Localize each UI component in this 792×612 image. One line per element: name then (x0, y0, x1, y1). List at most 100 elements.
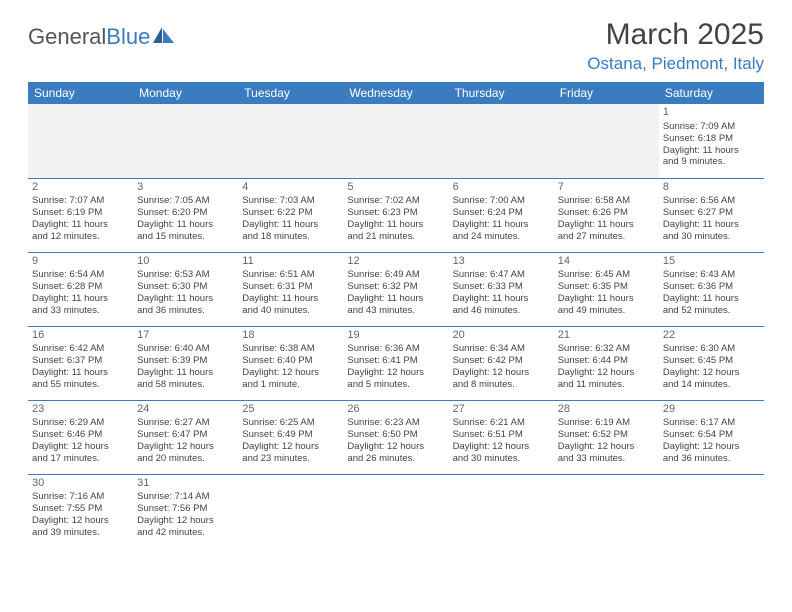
daylight-text: Daylight: 11 hours (663, 145, 760, 157)
daylight-text: and 30 minutes. (453, 453, 550, 465)
daylight-text: and 21 minutes. (347, 231, 444, 243)
daylight-text: Daylight: 12 hours (453, 367, 550, 379)
calendar-cell: 18Sunrise: 6:38 AMSunset: 6:40 PMDayligh… (238, 326, 343, 400)
sunrise-text: Sunrise: 6:51 AM (242, 269, 339, 281)
sunrise-text: Sunrise: 7:14 AM (137, 491, 234, 503)
day-number: 15 (663, 255, 760, 269)
sunset-text: Sunset: 7:56 PM (137, 503, 234, 515)
daylight-text: Daylight: 11 hours (663, 219, 760, 231)
calendar-row: 2Sunrise: 7:07 AMSunset: 6:19 PMDaylight… (28, 178, 764, 252)
day-number: 5 (347, 181, 444, 195)
calendar-cell: 3Sunrise: 7:05 AMSunset: 6:20 PMDaylight… (133, 178, 238, 252)
sunset-text: Sunset: 6:26 PM (558, 207, 655, 219)
daylight-text: and 33 minutes. (558, 453, 655, 465)
calendar-cell: 9Sunrise: 6:54 AMSunset: 6:28 PMDaylight… (28, 252, 133, 326)
daylight-text: and 42 minutes. (137, 527, 234, 539)
day-number: 29 (663, 403, 760, 417)
daylight-text: and 36 minutes. (663, 453, 760, 465)
sunrise-text: Sunrise: 6:17 AM (663, 417, 760, 429)
weekday-header: Monday (133, 82, 238, 104)
daylight-text: Daylight: 12 hours (137, 515, 234, 527)
day-content: 30Sunrise: 7:16 AMSunset: 7:55 PMDayligh… (32, 477, 129, 539)
calendar-cell: 30Sunrise: 7:16 AMSunset: 7:55 PMDayligh… (28, 474, 133, 548)
calendar-cell: 12Sunrise: 6:49 AMSunset: 6:32 PMDayligh… (343, 252, 448, 326)
calendar-cell (449, 474, 554, 548)
sunset-text: Sunset: 6:42 PM (453, 355, 550, 367)
sunset-text: Sunset: 6:18 PM (663, 133, 760, 145)
day-number: 14 (558, 255, 655, 269)
sunrise-text: Sunrise: 7:09 AM (663, 121, 760, 133)
day-content: 25Sunrise: 6:25 AMSunset: 6:49 PMDayligh… (242, 403, 339, 465)
daylight-text: and 9 minutes. (663, 156, 760, 168)
day-content: 22Sunrise: 6:30 AMSunset: 6:45 PMDayligh… (663, 329, 760, 391)
daylight-text: and 24 minutes. (453, 231, 550, 243)
sunrise-text: Sunrise: 6:36 AM (347, 343, 444, 355)
daylight-text: Daylight: 12 hours (453, 441, 550, 453)
sunrise-text: Sunrise: 7:00 AM (453, 195, 550, 207)
sunrise-text: Sunrise: 6:32 AM (558, 343, 655, 355)
title-block: March 2025 Ostana, Piedmont, Italy (587, 18, 764, 74)
sunrise-text: Sunrise: 7:05 AM (137, 195, 234, 207)
daylight-text: Daylight: 12 hours (663, 441, 760, 453)
day-number: 2 (32, 181, 129, 195)
calendar-cell: 10Sunrise: 6:53 AMSunset: 6:30 PMDayligh… (133, 252, 238, 326)
day-content: 14Sunrise: 6:45 AMSunset: 6:35 PMDayligh… (558, 255, 655, 317)
daylight-text: and 49 minutes. (558, 305, 655, 317)
sunset-text: Sunset: 6:28 PM (32, 281, 129, 293)
sunrise-text: Sunrise: 6:29 AM (32, 417, 129, 429)
day-number: 7 (558, 181, 655, 195)
daylight-text: Daylight: 11 hours (137, 367, 234, 379)
daylight-text: Daylight: 12 hours (558, 367, 655, 379)
daylight-text: Daylight: 11 hours (347, 293, 444, 305)
calendar-cell: 24Sunrise: 6:27 AMSunset: 6:47 PMDayligh… (133, 400, 238, 474)
calendar-cell: 5Sunrise: 7:02 AMSunset: 6:23 PMDaylight… (343, 178, 448, 252)
sunrise-text: Sunrise: 6:53 AM (137, 269, 234, 281)
day-number: 22 (663, 329, 760, 343)
calendar-cell: 8Sunrise: 6:56 AMSunset: 6:27 PMDaylight… (659, 178, 764, 252)
sunset-text: Sunset: 6:54 PM (663, 429, 760, 441)
day-number: 8 (663, 181, 760, 195)
sunset-text: Sunset: 6:35 PM (558, 281, 655, 293)
day-number: 6 (453, 181, 550, 195)
calendar-cell (554, 474, 659, 548)
day-number: 4 (242, 181, 339, 195)
sunset-text: Sunset: 6:50 PM (347, 429, 444, 441)
sunset-text: Sunset: 6:19 PM (32, 207, 129, 219)
calendar-cell: 31Sunrise: 7:14 AMSunset: 7:56 PMDayligh… (133, 474, 238, 548)
daylight-text: and 26 minutes. (347, 453, 444, 465)
day-number: 12 (347, 255, 444, 269)
calendar-cell: 27Sunrise: 6:21 AMSunset: 6:51 PMDayligh… (449, 400, 554, 474)
calendar-row: 1Sunrise: 7:09 AMSunset: 6:18 PMDaylight… (28, 104, 764, 178)
daylight-text: and 1 minute. (242, 379, 339, 391)
daylight-text: Daylight: 12 hours (347, 441, 444, 453)
sunset-text: Sunset: 6:51 PM (453, 429, 550, 441)
sunrise-text: Sunrise: 6:58 AM (558, 195, 655, 207)
weekday-header: Wednesday (343, 82, 448, 104)
sunrise-text: Sunrise: 6:25 AM (242, 417, 339, 429)
calendar-cell: 6Sunrise: 7:00 AMSunset: 6:24 PMDaylight… (449, 178, 554, 252)
day-number: 31 (137, 477, 234, 491)
day-content: 2Sunrise: 7:07 AMSunset: 6:19 PMDaylight… (32, 181, 129, 243)
sunset-text: Sunset: 6:46 PM (32, 429, 129, 441)
daylight-text: Daylight: 12 hours (137, 441, 234, 453)
day-content: 8Sunrise: 6:56 AMSunset: 6:27 PMDaylight… (663, 181, 760, 243)
daylight-text: Daylight: 12 hours (663, 367, 760, 379)
sunset-text: Sunset: 6:41 PM (347, 355, 444, 367)
daylight-text: Daylight: 11 hours (347, 219, 444, 231)
day-content: 4Sunrise: 7:03 AMSunset: 6:22 PMDaylight… (242, 181, 339, 243)
daylight-text: Daylight: 11 hours (663, 293, 760, 305)
day-content: 24Sunrise: 6:27 AMSunset: 6:47 PMDayligh… (137, 403, 234, 465)
sunrise-text: Sunrise: 6:19 AM (558, 417, 655, 429)
daylight-text: and 46 minutes. (453, 305, 550, 317)
sunrise-text: Sunrise: 6:47 AM (453, 269, 550, 281)
calendar-cell: 17Sunrise: 6:40 AMSunset: 6:39 PMDayligh… (133, 326, 238, 400)
daylight-text: Daylight: 11 hours (32, 219, 129, 231)
calendar-cell (554, 104, 659, 178)
day-content: 12Sunrise: 6:49 AMSunset: 6:32 PMDayligh… (347, 255, 444, 317)
calendar-cell: 11Sunrise: 6:51 AMSunset: 6:31 PMDayligh… (238, 252, 343, 326)
daylight-text: and 17 minutes. (32, 453, 129, 465)
daylight-text: Daylight: 12 hours (32, 441, 129, 453)
calendar-cell (238, 474, 343, 548)
calendar-cell: 19Sunrise: 6:36 AMSunset: 6:41 PMDayligh… (343, 326, 448, 400)
calendar-row: 16Sunrise: 6:42 AMSunset: 6:37 PMDayligh… (28, 326, 764, 400)
